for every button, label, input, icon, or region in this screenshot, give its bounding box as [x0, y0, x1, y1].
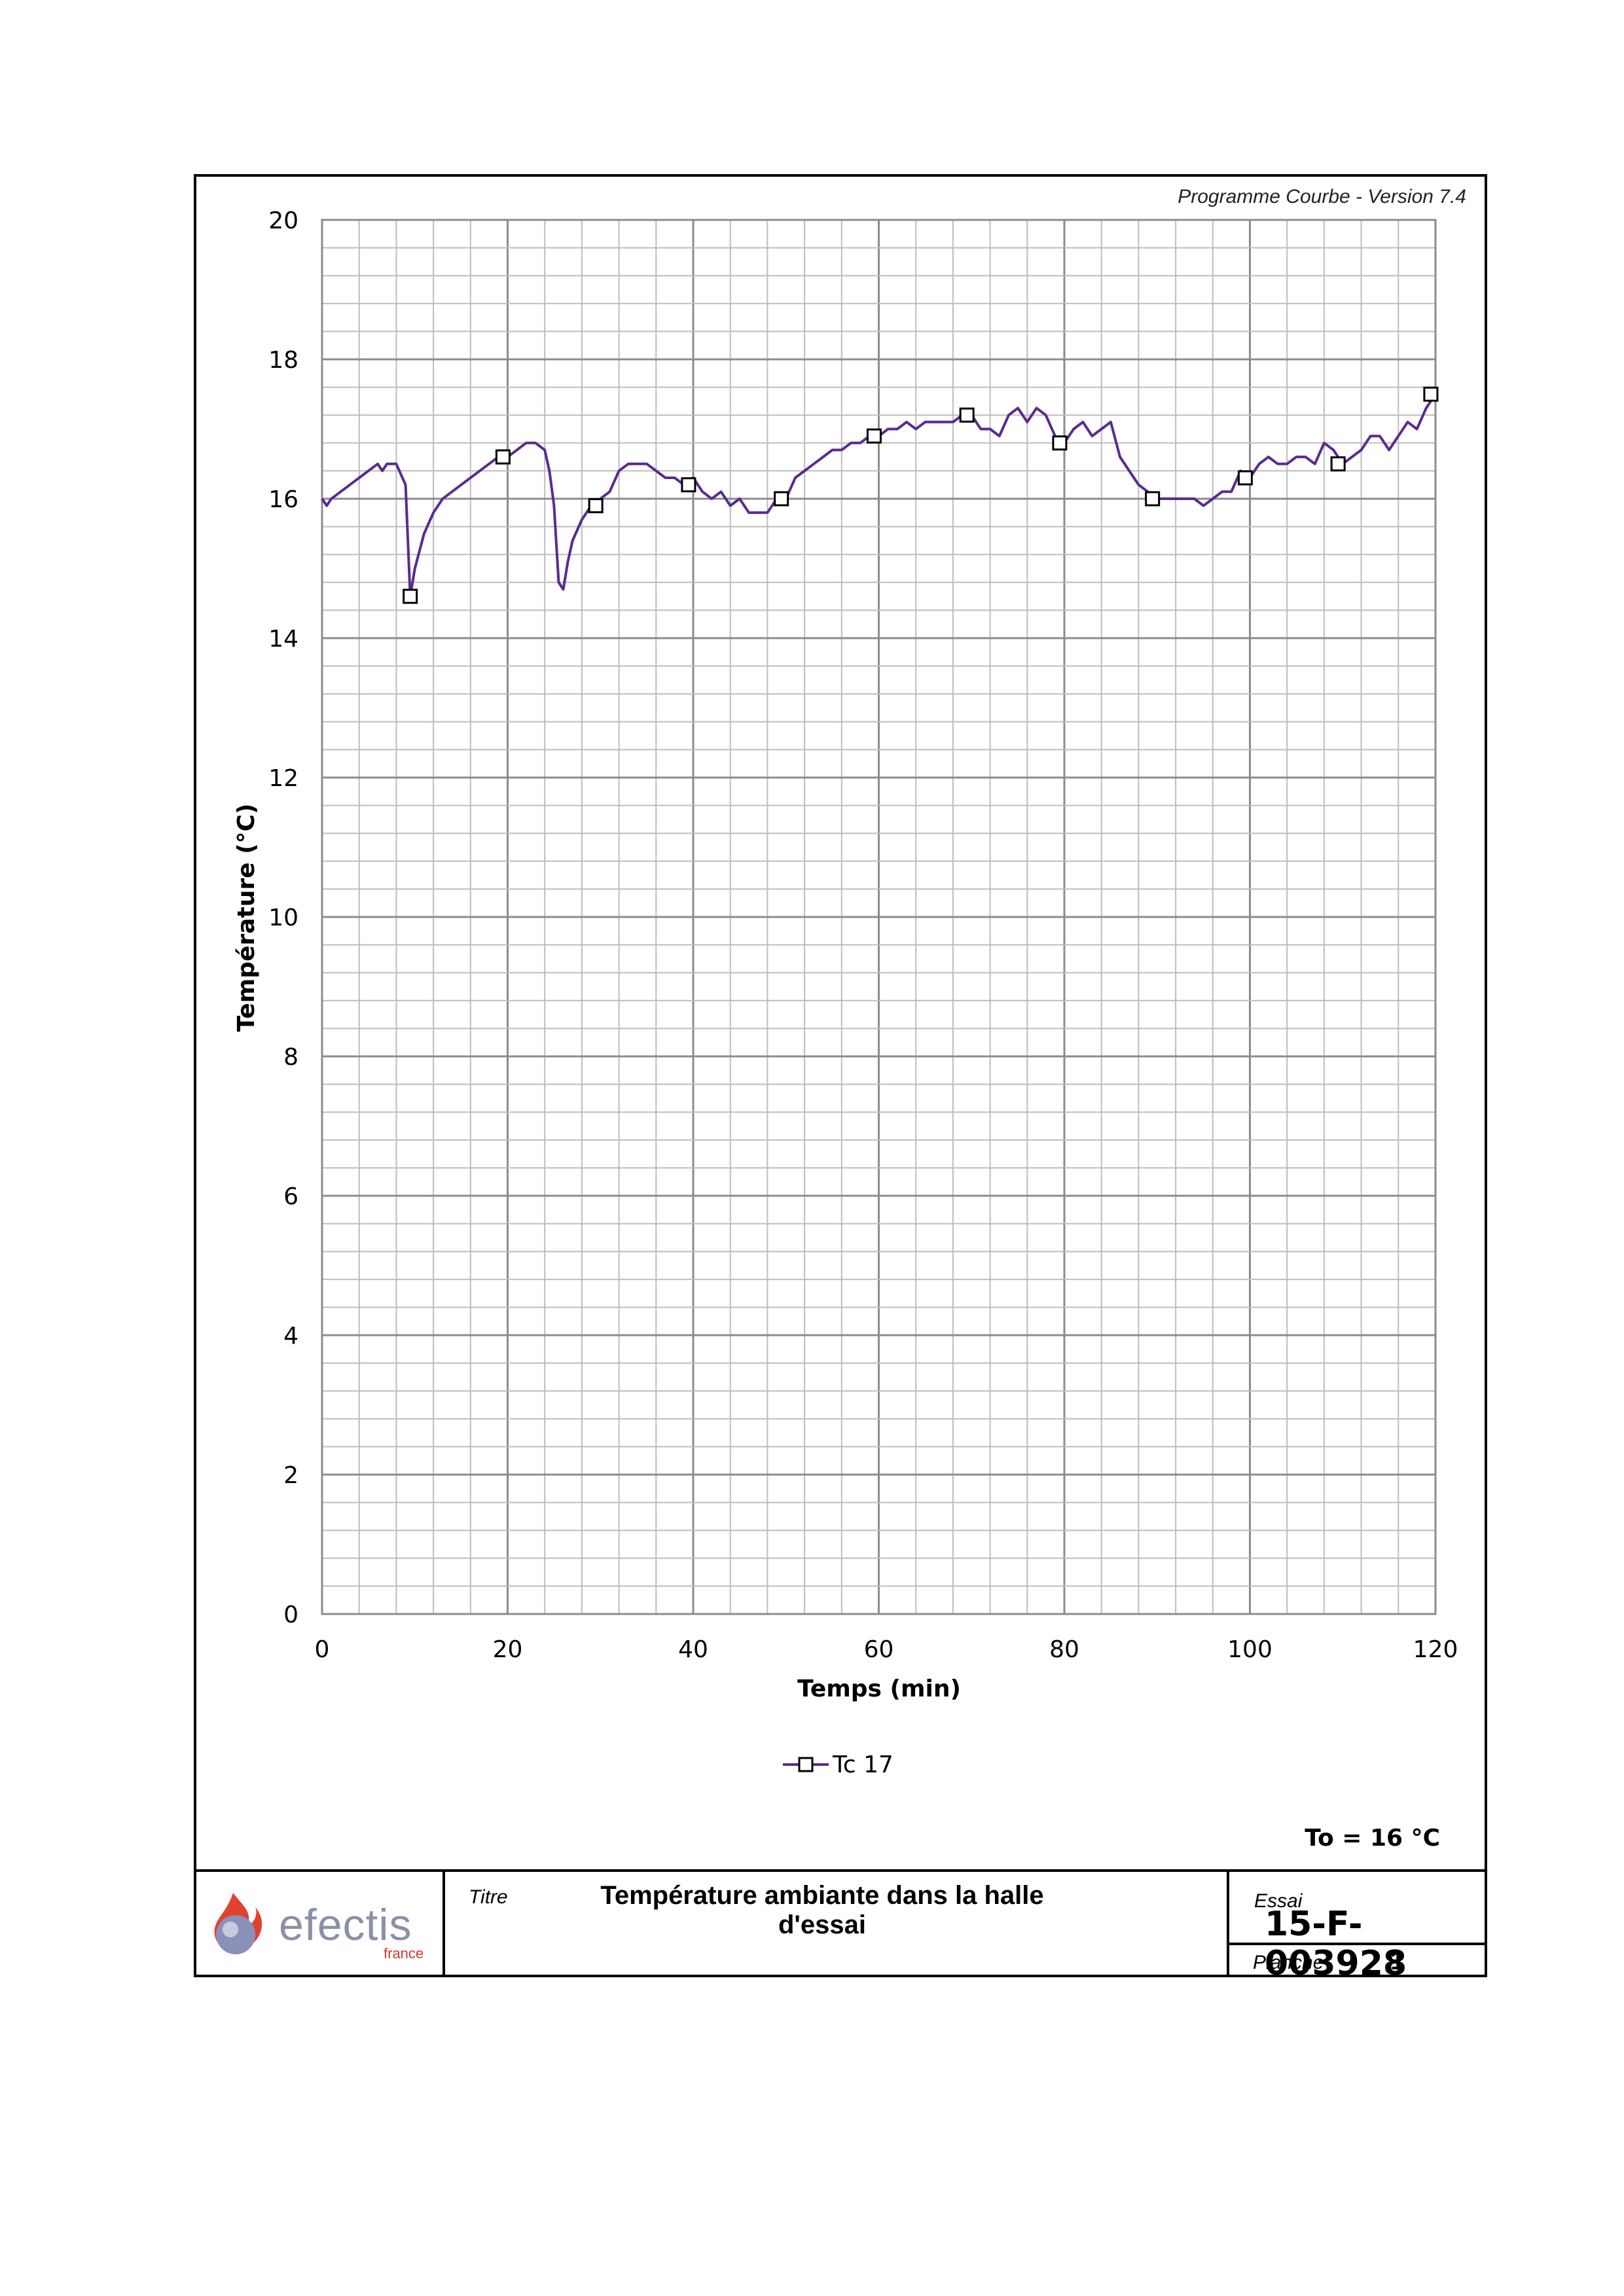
- title-block: efectis france Titre Température ambiant…: [194, 1869, 1487, 1983]
- essai-number: 15-F-003928: [1265, 1905, 1407, 1983]
- logo-text: efectis: [279, 1900, 412, 1950]
- essai-label: Essai: [1254, 1890, 1303, 1912]
- y-tick-label: 8: [283, 1044, 298, 1071]
- data-point-marker: [495, 449, 511, 465]
- y-tick-label: 18: [268, 347, 298, 374]
- title-block-divider: [442, 1872, 445, 1977]
- x-tick-label: 60: [864, 1636, 894, 1663]
- x-axis-label: Temps (min): [797, 1676, 961, 1702]
- data-point-marker: [1145, 491, 1161, 507]
- data-point-marker: [774, 491, 789, 507]
- reference-temperature: To = 16 °C: [1305, 1825, 1440, 1852]
- data-point-marker: [1237, 470, 1253, 486]
- y-tick-label: 12: [268, 765, 298, 792]
- x-tick-label: 120: [1413, 1636, 1458, 1663]
- data-point-marker: [588, 498, 604, 514]
- data-point-marker: [1330, 456, 1346, 472]
- data-point-marker: [681, 477, 696, 493]
- y-tick-label: 10: [268, 905, 298, 931]
- chart-axes: 0 20 40 60 80 100 120 0 2 4 6 8 10 12 14 16 18 20: [268, 207, 1458, 1663]
- y-axis-label: Température (°C): [233, 804, 260, 1032]
- chart-frame: [194, 174, 1487, 1977]
- chart-legend: Tc 17: [783, 1749, 893, 1780]
- y-tick-label: 0: [283, 1602, 298, 1628]
- series-tc17: [321, 386, 1439, 604]
- y-tick-label: 14: [268, 626, 298, 653]
- program-version: Programme Courbe - Version 7.4: [1178, 186, 1466, 207]
- x-tick-label: 0: [315, 1636, 330, 1663]
- data-point-marker: [403, 588, 418, 604]
- y-tick-label: 2: [283, 1462, 298, 1489]
- planche-row: Planche 1: [1227, 1943, 1487, 1982]
- planche-label: Planche: [1253, 1952, 1324, 1973]
- titre-label: Titre: [469, 1886, 508, 1908]
- efectis-logo: efectis france: [207, 1885, 429, 1964]
- data-point-marker: [959, 407, 975, 423]
- title-block-divider: [1227, 1872, 1229, 1977]
- x-tick-label: 40: [678, 1636, 708, 1663]
- flame-globe-icon: [214, 1893, 262, 1954]
- data-point-marker: [866, 428, 882, 444]
- y-tick-label: 6: [283, 1183, 298, 1210]
- x-tick-label: 80: [1049, 1636, 1079, 1663]
- titre-value: Température ambiante dans la halle d'ess…: [600, 1881, 1044, 1939]
- y-tick-label: 4: [283, 1323, 298, 1350]
- x-tick-label: 20: [493, 1636, 523, 1663]
- legend-marker-tc17: [783, 1757, 829, 1772]
- data-point-marker: [1052, 435, 1068, 451]
- legend-label-tc17: Tc 17: [833, 1751, 893, 1778]
- y-tick-label: 20: [268, 207, 298, 234]
- data-point-marker: [1423, 386, 1439, 402]
- logo-subtext: france: [384, 1945, 424, 1962]
- y-tick-label: 16: [268, 486, 298, 513]
- x-tick-label: 100: [1227, 1636, 1272, 1663]
- planche-number: 1: [1390, 1946, 1405, 1975]
- plot-area-border: [321, 219, 1437, 1615]
